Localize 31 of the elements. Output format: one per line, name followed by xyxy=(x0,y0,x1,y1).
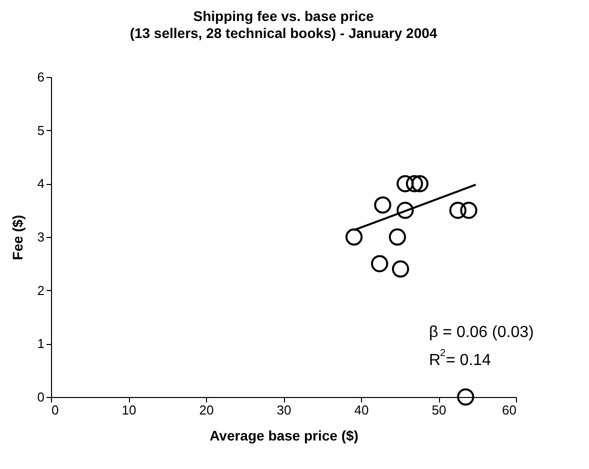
x-tick-label: 30 xyxy=(276,402,292,418)
point xyxy=(411,175,428,192)
point xyxy=(396,202,414,219)
x-tick-label: 40 xyxy=(354,402,369,418)
y-axis-title: Fee ($) xyxy=(9,214,26,260)
point xyxy=(374,196,392,214)
point xyxy=(392,260,410,278)
x-tick-label: 60 xyxy=(502,402,516,418)
annotation: β = 0.06 (0.03) xyxy=(429,324,534,341)
chart-subtitle: (13 sellers, 28 technical books) - January 2004 xyxy=(130,25,438,41)
point xyxy=(457,388,474,406)
point xyxy=(345,228,363,246)
y-tick-label: 0 xyxy=(37,390,44,404)
y-tick-label: 3 xyxy=(37,230,44,244)
x-axis-title: Average base price ($) xyxy=(210,428,358,444)
point xyxy=(396,175,414,192)
point xyxy=(406,175,424,192)
x-tick-label: 20 xyxy=(199,402,214,418)
y-tick-label: 4 xyxy=(37,176,44,192)
y-tick-label: 1 xyxy=(37,336,44,352)
x-tick-label: 10 xyxy=(122,402,136,418)
x-tick-label: 50 xyxy=(432,402,446,418)
y-tick-label: 5 xyxy=(37,122,44,138)
x-tick-label: 0 xyxy=(52,402,59,418)
point xyxy=(388,228,406,246)
point xyxy=(449,202,466,219)
chart-title: Shipping fee vs. base price xyxy=(193,8,374,24)
y-tick-label: 6 xyxy=(37,70,44,84)
point xyxy=(460,202,478,219)
y-tick-label: 2 xyxy=(37,282,44,298)
point xyxy=(371,255,388,272)
